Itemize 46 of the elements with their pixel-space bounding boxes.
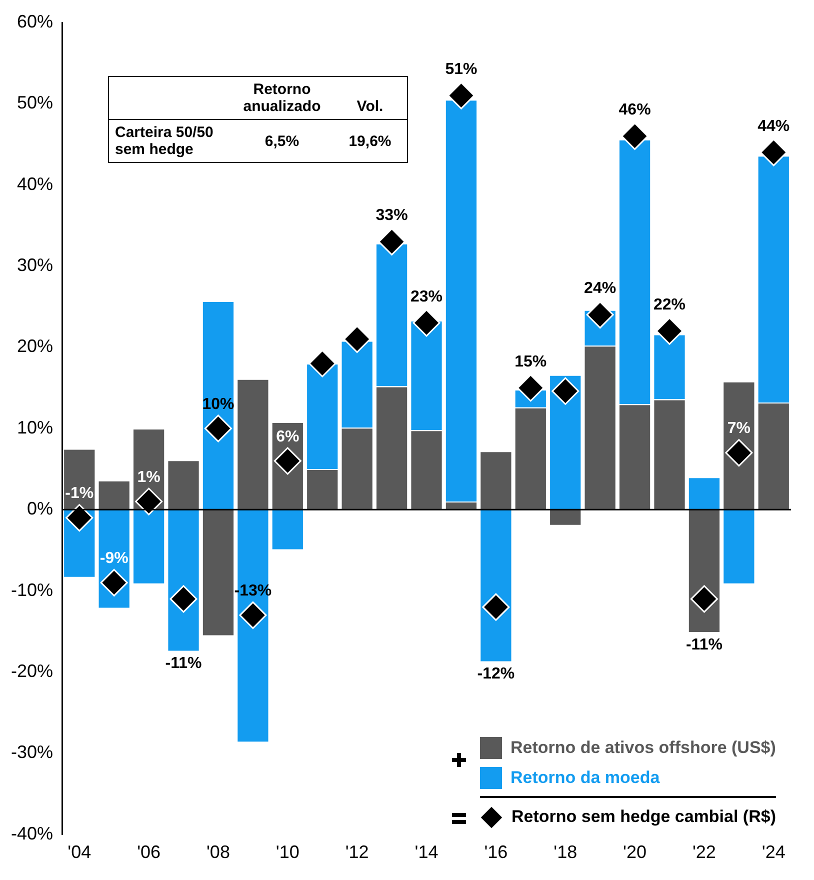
data-label: 22% [653, 296, 686, 314]
y-tick-label: -30% [10, 742, 54, 762]
data-label: 44% [758, 118, 790, 135]
legend-label: Retorno de ativos offshore (US$) [510, 738, 776, 758]
x-tick-label: '18 [554, 842, 578, 862]
x-tick-label: '20 [623, 842, 647, 862]
data-label: 6% [276, 428, 300, 446]
x-tick-label: '10 [276, 842, 300, 862]
data-label: -11% [686, 636, 722, 654]
y-tick-label: 20% [16, 336, 54, 356]
data-label: 51% [445, 60, 478, 78]
y-tick-label: 60% [16, 11, 54, 32]
data-label: 1% [137, 468, 160, 486]
data-label: -9% [100, 550, 128, 568]
x-tick-label: '08 [206, 842, 230, 862]
y-tick-label: -20% [10, 660, 54, 681]
data-label: -11% [165, 655, 202, 672]
data-label: 7% [727, 420, 750, 438]
data-label: 24% [584, 280, 616, 298]
annotation: Retorno anualizado [242, 80, 322, 117]
data-label: 46% [618, 102, 651, 119]
data-label: 15% [514, 353, 547, 370]
data-label: 33% [376, 207, 408, 224]
annotation: Vol. [356, 97, 384, 117]
x-tick-label: '16 [484, 842, 508, 862]
annotation: Carteira 50/50 sem hedge [114, 123, 214, 160]
y-tick-label: 50% [16, 92, 54, 113]
y-tick-label: 40% [16, 174, 54, 194]
legend-label: Retorno sem hedge cambial (R$) [511, 807, 776, 827]
y-tick-label: 10% [16, 417, 54, 438]
x-tick-label: '14 [414, 842, 438, 862]
x-tick-label: '24 [762, 842, 786, 862]
y-tick-label: -40% [10, 823, 54, 844]
x-tick-label: '04 [68, 842, 92, 862]
data-label: 23% [410, 288, 443, 306]
data-label: -12% [477, 666, 515, 683]
legend-label: Retorno da moeda [510, 768, 660, 788]
annotation: 6,5% [264, 132, 300, 152]
x-tick-label: '06 [137, 842, 161, 862]
y-tick-label: 0% [27, 498, 54, 519]
y-tick-label: 30% [16, 255, 54, 276]
y-tick-label: -10% [10, 580, 54, 600]
x-tick-label: '12 [345, 842, 369, 862]
x-tick-label: '22 [692, 842, 716, 862]
data-label: -1% [65, 485, 94, 502]
annotation: 19,6% [348, 132, 392, 152]
